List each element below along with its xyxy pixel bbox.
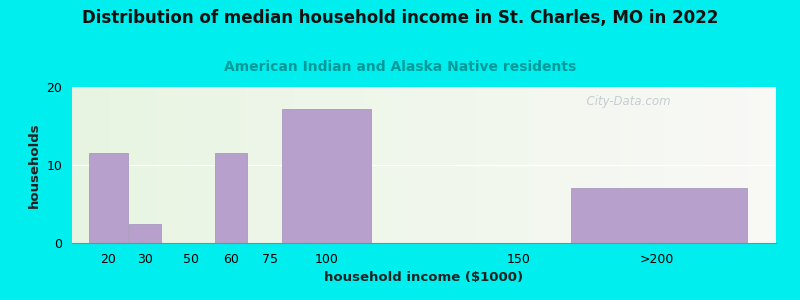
- Bar: [282, 109, 371, 243]
- X-axis label: household income ($1000): household income ($1000): [325, 271, 523, 284]
- Bar: [214, 153, 246, 243]
- Text: American Indian and Alaska Native residents: American Indian and Alaska Native reside…: [224, 60, 576, 74]
- Bar: [89, 153, 127, 243]
- Text: City-Data.com: City-Data.com: [579, 95, 670, 108]
- Text: Distribution of median household income in St. Charles, MO in 2022: Distribution of median household income …: [82, 9, 718, 27]
- Bar: [570, 188, 747, 243]
- Y-axis label: households: households: [28, 122, 41, 208]
- Bar: [129, 224, 161, 243]
